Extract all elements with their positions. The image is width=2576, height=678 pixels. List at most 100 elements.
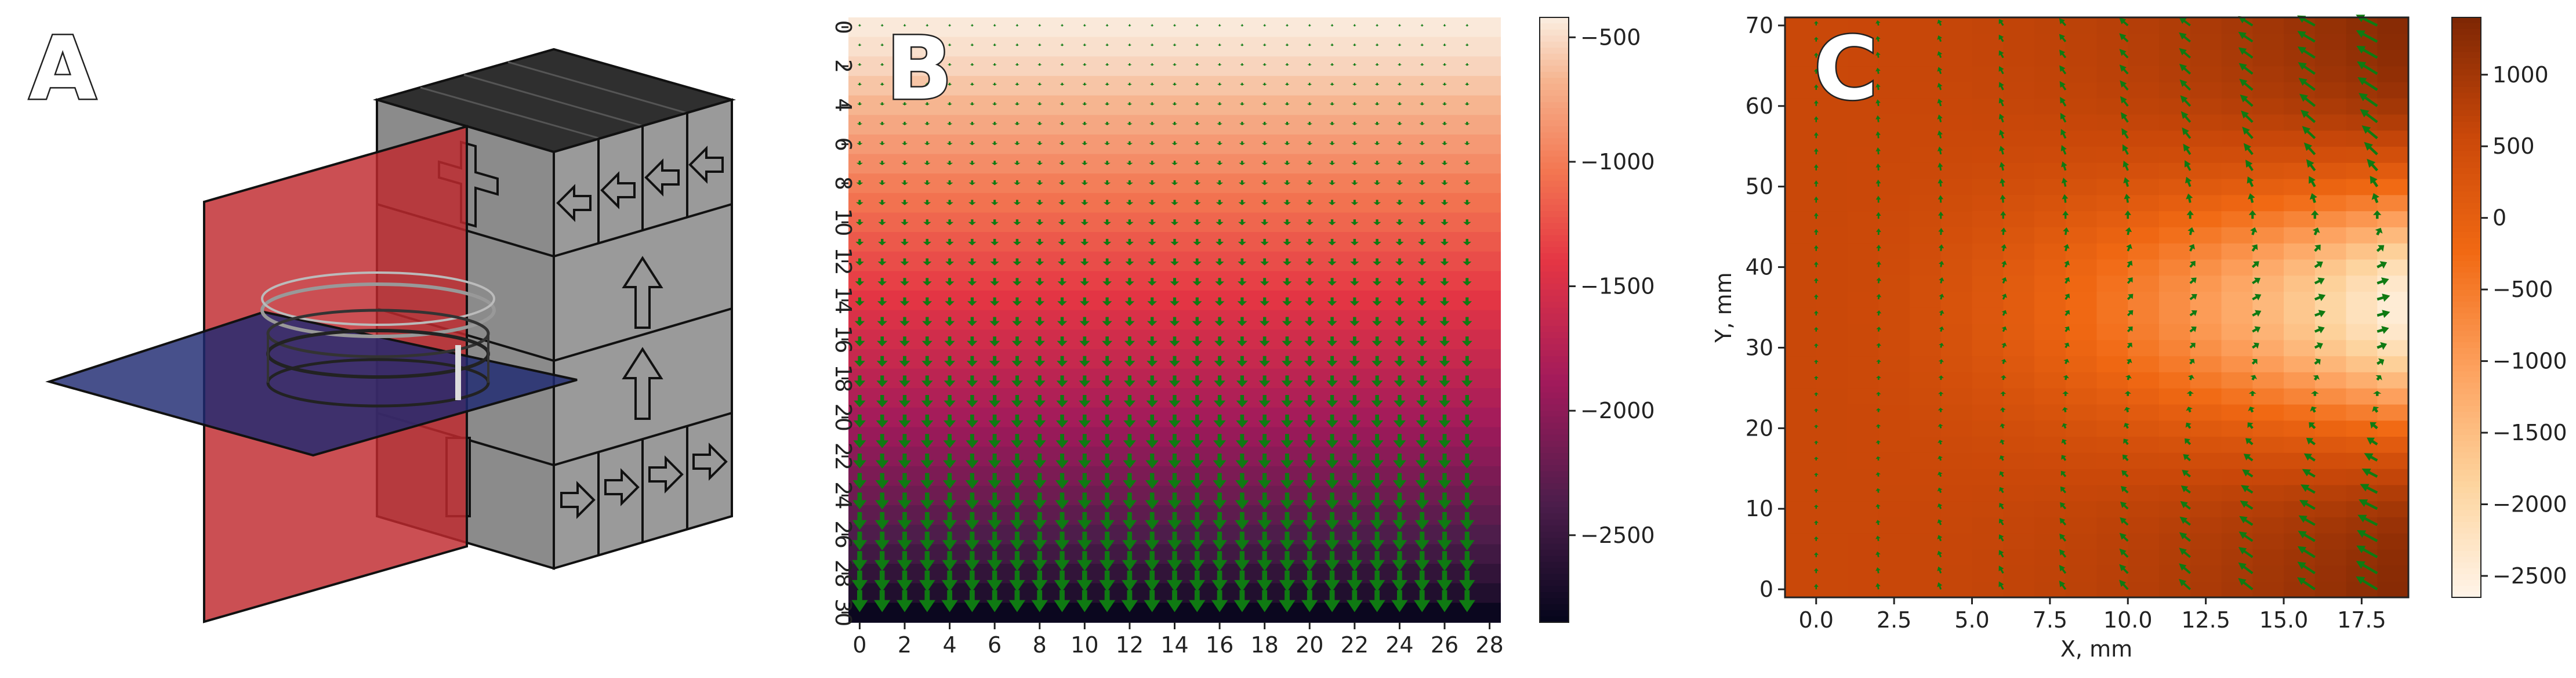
vector-arrow — [2314, 358, 2321, 365]
vector-arrow — [1079, 375, 1091, 387]
vector-arrow — [942, 492, 957, 510]
vector-arrow — [1011, 336, 1022, 347]
vector-arrow — [1081, 180, 1089, 186]
vector-arrow — [1082, 122, 1088, 125]
vector-arrow — [1058, 200, 1066, 205]
vector-arrow — [1330, 63, 1334, 66]
vector-arrow — [2185, 176, 2192, 187]
vector-arrow — [1214, 317, 1225, 327]
vector-arrow — [1326, 375, 1338, 387]
vector-arrow — [1282, 317, 1293, 327]
vector-arrow — [1937, 550, 1943, 558]
vector-arrow — [1032, 570, 1048, 592]
vector-arrow — [942, 473, 957, 490]
vector-arrow — [1127, 43, 1132, 46]
vector-arrow — [968, 180, 976, 186]
vector-arrow — [1327, 297, 1337, 306]
vector-arrow — [2127, 260, 2133, 268]
vector-arrow — [2060, 470, 2067, 477]
vector-arrow — [1078, 414, 1091, 428]
vector-arrow — [1283, 258, 1291, 266]
vector-arrow — [2314, 326, 2325, 333]
vector-arrow — [1369, 531, 1385, 551]
vector-arrow — [1010, 492, 1025, 510]
vector-arrow — [2367, 158, 2378, 172]
vector-arrow — [1875, 195, 1881, 203]
vector-arrow — [925, 63, 930, 66]
vector-arrow — [1876, 343, 1881, 348]
vector-arrow — [1035, 278, 1044, 286]
vector-arrow — [857, 122, 863, 125]
vector-arrow — [1396, 180, 1403, 186]
vector-arrow — [1438, 454, 1452, 469]
vector-arrow — [1282, 297, 1292, 306]
vector-arrow — [1102, 278, 1112, 286]
vector-arrow — [1167, 512, 1182, 530]
vector-arrow — [1937, 51, 1943, 58]
vector-arrow — [921, 336, 933, 347]
vector-arrow — [2123, 161, 2129, 171]
vector-arrow — [1351, 200, 1359, 205]
vector-arrow — [2297, 46, 2316, 59]
vector-arrow — [1032, 531, 1047, 551]
vector-arrow — [1036, 141, 1043, 146]
vector-arrow — [2119, 17, 2129, 27]
vector-arrow — [2119, 548, 2129, 558]
vector-arrow — [1238, 238, 1246, 246]
vector-arrow — [1011, 395, 1024, 408]
vector-arrow — [946, 200, 953, 205]
vector-arrow — [2127, 326, 2133, 332]
vector-arrow — [942, 531, 957, 551]
vector-arrow — [1171, 141, 1178, 146]
vector-arrow — [1418, 161, 1425, 165]
vector-arrow — [1875, 52, 1881, 58]
vector-arrow — [1192, 297, 1202, 306]
vector-arrow — [1938, 162, 1943, 171]
vector-arrow — [1875, 131, 1881, 139]
vector-arrow — [1234, 551, 1250, 571]
vector-arrow — [1937, 82, 1943, 90]
vector-arrow — [1813, 100, 1819, 106]
vector-arrow — [1875, 440, 1881, 445]
vector-arrow — [2298, 531, 2316, 542]
vector-arrow — [1352, 82, 1357, 86]
vector-arrow — [1233, 590, 1250, 612]
heatmap-row — [848, 56, 1501, 77]
vector-arrow — [1438, 473, 1452, 490]
vector-arrow — [1285, 102, 1290, 106]
vector-arrow — [1324, 551, 1340, 571]
vector-arrow — [1330, 24, 1334, 27]
vector-arrow — [1122, 512, 1137, 530]
vector-arrow — [2356, 576, 2378, 590]
vector-arrow — [1396, 122, 1403, 125]
vector-arrow — [1033, 375, 1046, 387]
vector-arrow — [1937, 566, 1943, 574]
vector-arrow — [1037, 24, 1042, 27]
vector-arrow — [1147, 278, 1157, 286]
vector-arrow — [944, 336, 955, 347]
x-tick-label: 10 — [1071, 632, 1098, 658]
vector-arrow — [1349, 356, 1360, 367]
vector-arrow — [1305, 200, 1314, 205]
vector-arrow — [1998, 519, 2004, 525]
vector-arrow — [1416, 434, 1429, 448]
vector-arrow — [1371, 395, 1383, 408]
vector-arrow — [876, 356, 888, 367]
vector-arrow — [874, 570, 890, 592]
vector-arrow — [2248, 210, 2256, 219]
vector-arrow — [947, 102, 952, 106]
vector-arrow — [1813, 229, 1819, 235]
x-tick-label: 2 — [898, 632, 912, 658]
vector-arrow — [1125, 278, 1134, 286]
vector-arrow — [2060, 486, 2066, 494]
vector-arrow — [1460, 434, 1474, 448]
vector-arrow — [1302, 551, 1318, 571]
vector-arrow — [1436, 570, 1453, 592]
vector-arrow — [2064, 342, 2070, 349]
vector-arrow — [1216, 180, 1224, 186]
vector-arrow — [1009, 570, 1025, 592]
vector-arrow — [2060, 502, 2066, 510]
vector-arrow — [944, 356, 955, 367]
vector-arrow — [1374, 161, 1381, 165]
vector-arrow — [1441, 180, 1448, 186]
